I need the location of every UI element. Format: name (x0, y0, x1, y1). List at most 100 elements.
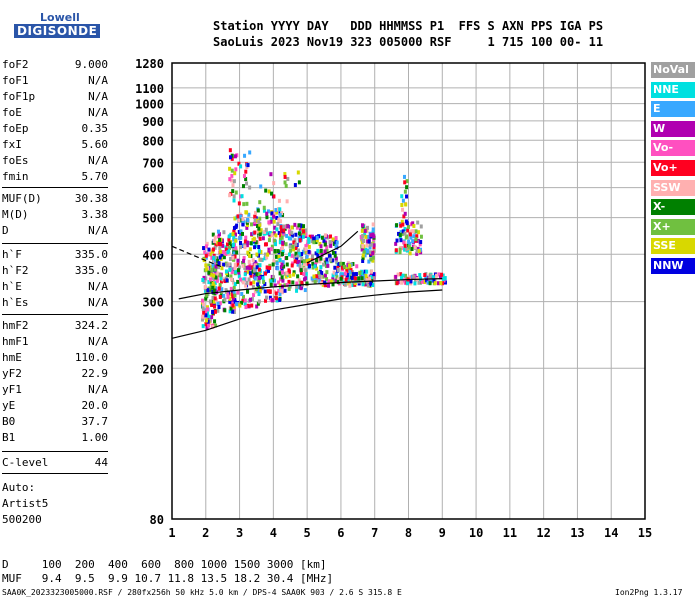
echo-point (266, 252, 270, 257)
echo-point (233, 154, 237, 159)
echo-point (264, 295, 268, 300)
echo-point (367, 239, 371, 244)
echo-point (277, 231, 281, 236)
echo-point (407, 239, 411, 244)
param-value: N/A (88, 106, 108, 119)
echo-point (331, 276, 335, 281)
echo-point (360, 223, 364, 228)
echo-point (267, 268, 271, 273)
echo-point (218, 255, 222, 260)
echo-point (234, 232, 238, 237)
echo-point (296, 170, 300, 175)
param-value: N/A (88, 296, 108, 309)
echo-point (333, 265, 337, 270)
echo-point (297, 278, 301, 283)
echo-point (271, 262, 275, 267)
echo-point (279, 219, 283, 224)
echo-point (285, 271, 289, 276)
y-tick-label: 80 (150, 513, 164, 527)
echo-point (259, 275, 263, 280)
echo-point (239, 229, 243, 234)
echo-point (280, 262, 284, 267)
param-value: 1.00 (81, 431, 109, 444)
echo-point (263, 256, 267, 261)
echo-point (306, 251, 310, 256)
echo-point (297, 223, 301, 228)
echo-point (227, 237, 231, 242)
echo-point (366, 239, 370, 244)
echo-point (325, 257, 329, 262)
echo-point (411, 221, 415, 226)
echo-point (357, 276, 361, 281)
echo-point (420, 279, 424, 284)
echo-point (334, 244, 338, 249)
echo-point (365, 243, 369, 248)
echo-point (371, 227, 375, 232)
echo-point (443, 276, 447, 281)
echo-point (231, 280, 235, 285)
echo-point (258, 288, 262, 293)
echo-point (287, 268, 291, 273)
echo-point (289, 248, 293, 253)
echo-point (243, 245, 247, 250)
echo-point (228, 267, 232, 272)
echo-point (265, 211, 269, 216)
echo-point (257, 273, 261, 278)
echo-point (416, 220, 420, 225)
echo-point (304, 244, 308, 249)
echo-point (275, 261, 279, 266)
param-row: hmF1 N/A (2, 335, 108, 351)
echo-point (360, 271, 364, 276)
echo-point (365, 269, 369, 274)
param-row: foF1p N/A (2, 90, 108, 106)
echo-point (274, 291, 278, 296)
echo-point (276, 222, 280, 227)
header-line1: Station YYYY DAY DDD HHMMSS P1 FFS S AXN… (213, 19, 604, 33)
echo-point (412, 234, 416, 239)
echo-point (417, 280, 421, 285)
echo-point (364, 234, 368, 239)
echo-point (294, 251, 298, 256)
echo-point (259, 184, 263, 189)
echo-point (228, 245, 232, 250)
echo-point (368, 245, 372, 250)
echo-point (257, 267, 261, 272)
echo-point (335, 260, 339, 265)
echo-point (274, 208, 278, 213)
echo-point (313, 280, 317, 285)
param-name: yF2 (2, 367, 22, 380)
echo-point (318, 274, 322, 279)
echo-point (323, 249, 327, 254)
echo-point (361, 255, 365, 260)
echo-point (292, 270, 296, 275)
echo-point (269, 172, 273, 177)
param-name: foEs (2, 154, 29, 167)
param-row: foE N/A (2, 106, 108, 122)
echo-point (253, 263, 257, 268)
echo-point (332, 241, 336, 246)
echo-point (401, 273, 405, 278)
echo-point (236, 279, 240, 284)
echo-point (399, 272, 403, 277)
echo-point (273, 238, 277, 243)
echo-point (316, 248, 320, 253)
echo-point (294, 246, 298, 251)
echo-point (252, 292, 256, 297)
echo-point (403, 231, 407, 236)
echo-point (225, 278, 229, 283)
echo-point (334, 256, 338, 261)
x-tick-label: 5 (304, 526, 311, 540)
echo-point (409, 279, 413, 284)
echo-point (206, 311, 210, 316)
echo-point (319, 256, 323, 261)
echo-point (242, 202, 246, 207)
echo-point (220, 266, 224, 271)
echo-point (399, 275, 403, 280)
param-row: h`F 335.0 (2, 248, 108, 264)
echo-point (278, 257, 282, 262)
echo-point (253, 218, 257, 223)
echo-point (217, 304, 221, 309)
echo-point (256, 224, 260, 229)
echo-point (398, 250, 402, 255)
echo-point (211, 275, 215, 280)
